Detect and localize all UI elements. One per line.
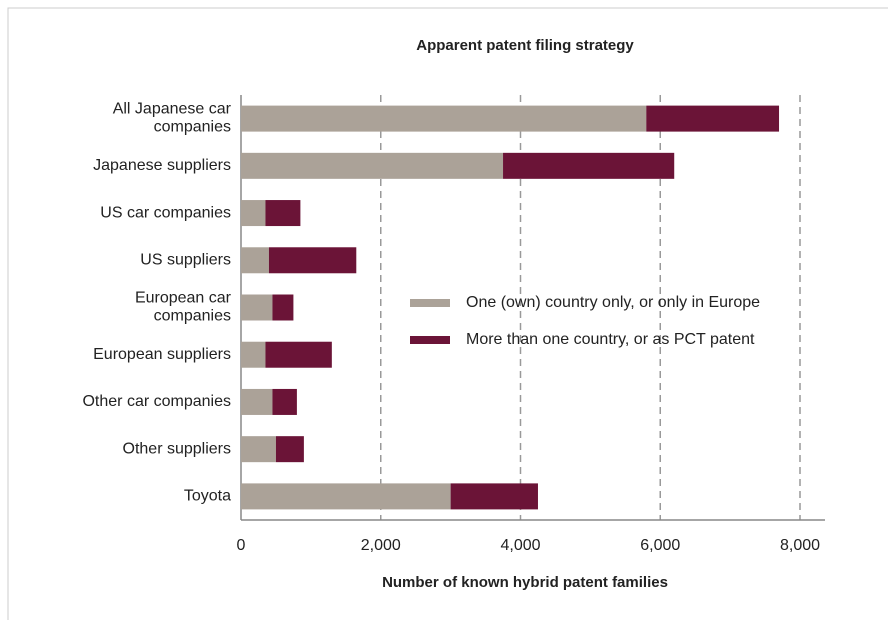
bar-segment xyxy=(241,294,273,321)
y-tick-label: European car companies xyxy=(135,290,232,325)
legend-label: More than one country, or as PCT patent xyxy=(466,331,755,348)
bar-segment xyxy=(241,341,266,368)
x-axis-label: Number of known hybrid patent families xyxy=(382,574,668,591)
y-tick-label: US suppliers xyxy=(140,251,231,268)
x-tick-label: 4,000 xyxy=(500,537,540,554)
bar-segment xyxy=(241,152,504,179)
x-tick-label: 6,000 xyxy=(640,537,680,554)
y-tick-label: US car companies xyxy=(100,204,231,221)
bar-segment xyxy=(265,200,301,227)
y-tick-label: European suppliers xyxy=(93,346,231,363)
frame xyxy=(7,7,888,620)
bar-segment xyxy=(272,388,297,415)
bar-segment xyxy=(646,105,780,132)
bar-segment xyxy=(241,247,269,274)
y-tick-label: Other car companies xyxy=(82,393,231,410)
y-tick-label: Japanese suppliers xyxy=(93,157,231,174)
x-tick-label: 0 xyxy=(237,537,246,554)
bar-segment xyxy=(503,152,675,179)
legend-swatch xyxy=(410,336,450,344)
x-tick-label: 2,000 xyxy=(361,537,401,554)
bar-segment xyxy=(268,247,357,274)
legend-swatch xyxy=(410,299,450,307)
bar-segment xyxy=(275,436,304,463)
y-tick-label: All Japanese car companies xyxy=(113,101,232,136)
y-tick-label: Toyota xyxy=(184,488,231,505)
x-tick-label: 8,000 xyxy=(780,537,820,554)
bar-segment xyxy=(265,341,332,368)
bar-segment xyxy=(241,483,451,510)
legend-label: One (own) country only, or only in Europ… xyxy=(466,294,760,311)
bar-segment xyxy=(241,436,276,463)
bar-segment xyxy=(241,200,266,227)
bar-segment xyxy=(241,388,273,415)
bar-segment xyxy=(450,483,538,510)
bar-segment xyxy=(272,294,294,321)
bar-segment xyxy=(241,105,647,132)
y-tick-label: Other suppliers xyxy=(123,440,232,457)
chart-title: Apparent patent filing strategy xyxy=(416,37,634,54)
